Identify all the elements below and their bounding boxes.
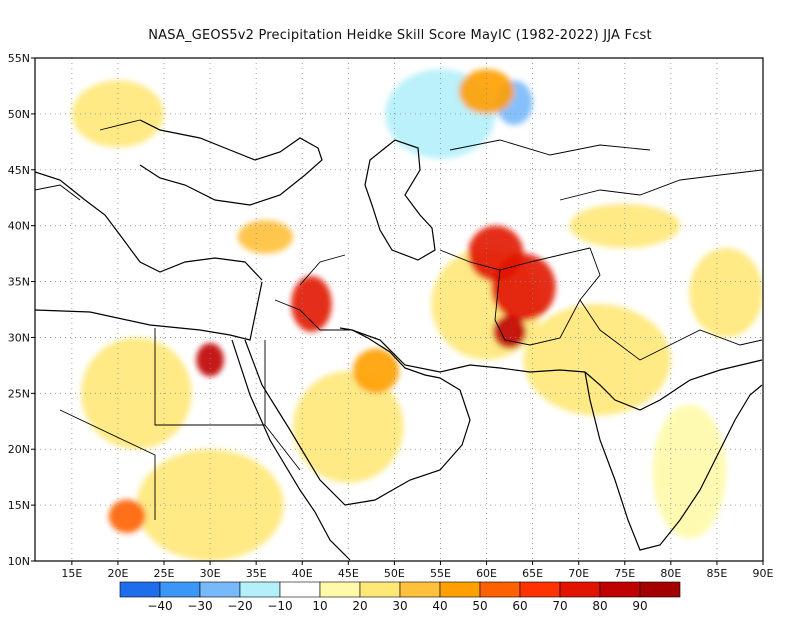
colorbar-bin <box>319 581 361 598</box>
skill-patch <box>293 370 404 483</box>
colorbar-bin <box>599 581 641 598</box>
longitude-axis: 15E 20E 25E 30E 35E 40E 45E 50E 55E 60E 65E 70E 75E 8… <box>61 561 774 580</box>
lon-tick-label: 90E <box>753 567 774 580</box>
skill-patch <box>291 275 332 332</box>
lon-tick-label: 50E <box>384 567 405 580</box>
skill-patch <box>492 315 527 349</box>
colorbar: −40 −30 −20 −10 10 20 30 40 50 60 70 80 90 <box>119 581 681 613</box>
lon-tick-label: 45E <box>338 567 359 580</box>
coastlines <box>35 119 763 561</box>
lon-tick-label: 20E <box>107 567 128 580</box>
lon-tick-label: 70E <box>568 567 589 580</box>
colorbar-label: 90 <box>632 599 647 613</box>
colorbar-bin <box>239 581 281 598</box>
skill-patch <box>81 337 192 450</box>
lat-tick-label: 35N <box>8 276 30 289</box>
colorbar-label: 20 <box>352 599 367 613</box>
colorbar-label: −40 <box>147 599 172 613</box>
lat-tick-label: 10N <box>8 555 30 568</box>
lon-tick-label: 60E <box>476 567 497 580</box>
lat-tick-label: 20N <box>8 443 30 456</box>
colorbar-label: 30 <box>392 599 407 613</box>
skill-patch <box>523 303 671 416</box>
plot-frame <box>34 57 764 562</box>
colorbar-label: 70 <box>552 599 567 613</box>
colorbar-bin <box>119 581 161 598</box>
skill-field <box>71 69 763 561</box>
skill-patch <box>352 348 400 394</box>
lat-tick-label: 25N <box>8 387 30 400</box>
colorbar-bin <box>439 581 481 598</box>
skill-patch <box>196 343 224 377</box>
lat-tick-label: 45N <box>8 164 30 177</box>
colorbar-bin <box>279 581 321 598</box>
colorbar-bin <box>399 581 441 598</box>
lon-tick-label: 80E <box>660 567 681 580</box>
skill-patch <box>237 220 294 254</box>
colorbar-bin <box>639 581 681 598</box>
skill-patch <box>348 158 404 226</box>
skill-patch <box>491 253 556 321</box>
lat-tick-label: 55N <box>8 52 30 65</box>
lat-tick-label: 15N <box>8 499 30 512</box>
colorbar-label: −10 <box>267 599 292 613</box>
lon-tick-label: 35E <box>246 567 267 580</box>
colorbar-label: −30 <box>187 599 212 613</box>
lon-tick-label: 75E <box>614 567 635 580</box>
colorbar-bin <box>519 581 561 598</box>
colorbar-label: 80 <box>592 599 607 613</box>
colorbar-bin <box>159 581 201 598</box>
borders <box>35 119 763 520</box>
map-title: NASA_GEOS5v2 Precipitation Heidke Skill … <box>148 28 652 43</box>
skill-patch <box>689 248 763 338</box>
colorbar-label: 10 <box>312 599 327 613</box>
skill-patch <box>652 404 727 539</box>
colorbar-bin <box>359 581 401 598</box>
lat-tick-label: 50N <box>8 108 30 121</box>
skill-patch <box>108 499 146 534</box>
colorbar-bin <box>199 581 241 598</box>
lat-tick-label: 40N <box>8 220 30 233</box>
colorbar-label: 60 <box>512 599 527 613</box>
lon-tick-label: 55E <box>430 567 451 580</box>
skill-patch <box>458 69 515 114</box>
colorbar-bin <box>479 581 521 598</box>
lon-tick-label: 40E <box>292 567 313 580</box>
colorbar-label: 40 <box>432 599 447 613</box>
skill-patch <box>569 203 681 249</box>
lat-tick-label: 30N <box>8 331 30 344</box>
colorbar-label: −20 <box>227 599 252 613</box>
colorbar-bin <box>559 581 601 598</box>
latitude-axis: 10N 15N 20N 25N 30N 35N 40N 45N 50N 55N <box>8 52 35 568</box>
lon-tick-label: 30E <box>200 567 221 580</box>
lon-tick-label: 65E <box>522 567 543 580</box>
lon-tick-label: 25E <box>154 567 175 580</box>
lon-tick-label: 85E <box>706 567 727 580</box>
lon-tick-label: 15E <box>61 567 82 580</box>
colorbar-label: 50 <box>472 599 487 613</box>
